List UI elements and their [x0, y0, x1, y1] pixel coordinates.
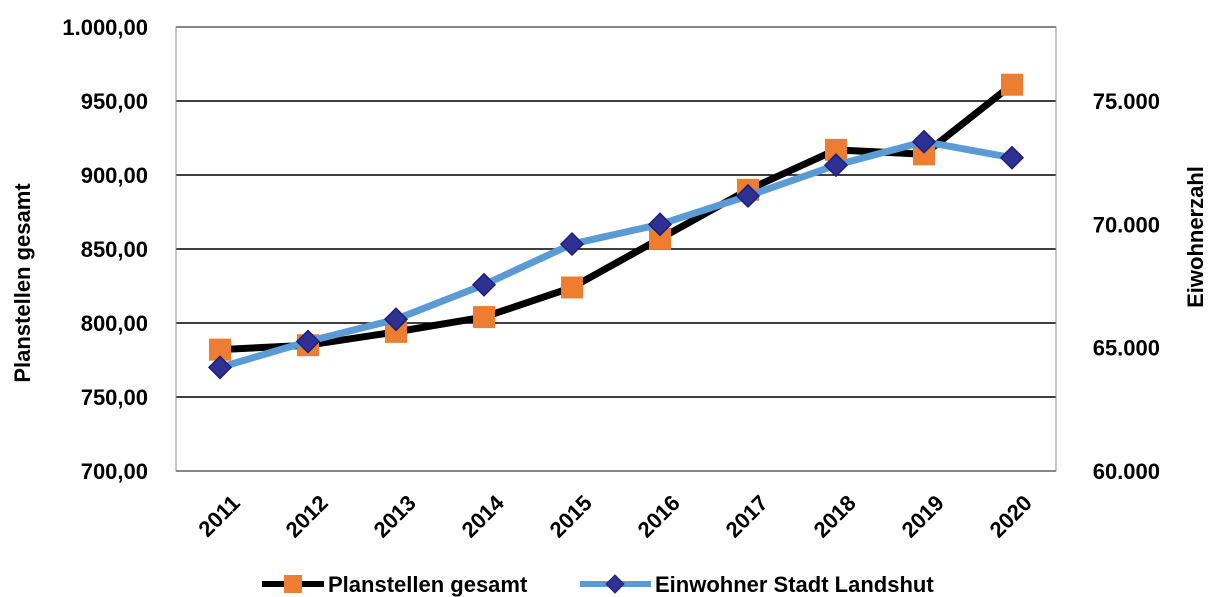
x-tick-label: 2019 — [897, 490, 949, 542]
left-axis-ticks: 700,00 750,00 800,00 850,00 900,00 950,00 1.00… — [62, 15, 148, 484]
data-point-diamond — [207, 355, 233, 380]
data-point-square — [473, 306, 495, 329]
data-point-square — [385, 320, 407, 343]
data-point-square — [649, 227, 671, 250]
y-left-tick-label: 750,00 — [81, 385, 148, 410]
x-tick-label: 2012 — [281, 490, 333, 542]
x-axis-ticks: 2011 2012 2013 2014 2015 2016 2017 2018 2019 2020 — [193, 490, 1036, 543]
legend-marker-diamond — [605, 574, 625, 594]
y-left-tick-label: 850,00 — [81, 237, 148, 262]
data-point-square — [913, 143, 935, 166]
series-planstellen — [209, 73, 1023, 361]
x-tick-label: 2011 — [193, 490, 244, 541]
data-point-diamond — [999, 145, 1025, 170]
data-point-diamond — [823, 153, 849, 178]
y-left-tick-label: 700,00 — [81, 459, 148, 484]
x-tick-label: 2016 — [633, 490, 685, 542]
x-tick-label: 2013 — [369, 490, 421, 542]
data-point-diamond — [383, 307, 409, 332]
data-point-diamond — [295, 329, 321, 354]
legend-item-planstellen: Planstellen gesamt — [262, 572, 528, 597]
plot-area — [175, 26, 1057, 472]
y-left-tick-label: 800,00 — [81, 311, 148, 336]
y-right-tick-label: 70.000 — [1093, 212, 1160, 237]
data-point-diamond — [471, 272, 497, 297]
data-point-square — [209, 338, 231, 361]
gridlines — [176, 26, 1056, 472]
y-right-tick-label: 60.000 — [1093, 459, 1160, 484]
data-point-square — [561, 276, 583, 299]
y-right-tick-label: 65.000 — [1093, 336, 1160, 361]
right-axis-ticks: 60.000 65.000 70.000 75.000 — [1093, 89, 1160, 484]
legend-label-einwohner: Einwohner Stadt Landshut — [655, 572, 934, 597]
data-point-square — [825, 138, 847, 161]
data-point-diamond — [647, 212, 673, 237]
x-tick-label: 2017 — [721, 490, 773, 542]
data-point-diamond — [735, 183, 761, 209]
series-line — [216, 81, 1016, 354]
x-tick-label: 2015 — [545, 490, 597, 542]
legend-item-einwohner: Einwohner Stadt Landshut — [580, 572, 934, 597]
legend: Planstellen gesamt Einwohner Stadt Lands… — [262, 572, 934, 597]
x-tick-label: 2014 — [457, 490, 510, 543]
legend-label-planstellen: Planstellen gesamt — [328, 572, 528, 597]
x-tick-label: 2020 — [985, 490, 1037, 542]
data-point-square — [1001, 73, 1023, 96]
data-point-diamond — [911, 129, 937, 154]
series-layer — [207, 73, 1025, 380]
y-left-tick-label: 1.000,00 — [62, 15, 148, 40]
series-line — [216, 138, 1016, 371]
legend-marker-square — [284, 575, 302, 593]
y-right-tick-label: 75.000 — [1093, 89, 1160, 114]
y-left-tick-label: 950,00 — [81, 89, 148, 114]
data-point-diamond — [559, 232, 585, 257]
y-axis-right-title: Eiwohnerzahl — [1183, 166, 1208, 308]
series-einwohner — [207, 129, 1025, 380]
x-tick-label: 2018 — [809, 490, 861, 542]
y-left-tick-label: 900,00 — [81, 163, 148, 188]
y-axis-left-title: Planstellen gesamt — [10, 183, 35, 383]
